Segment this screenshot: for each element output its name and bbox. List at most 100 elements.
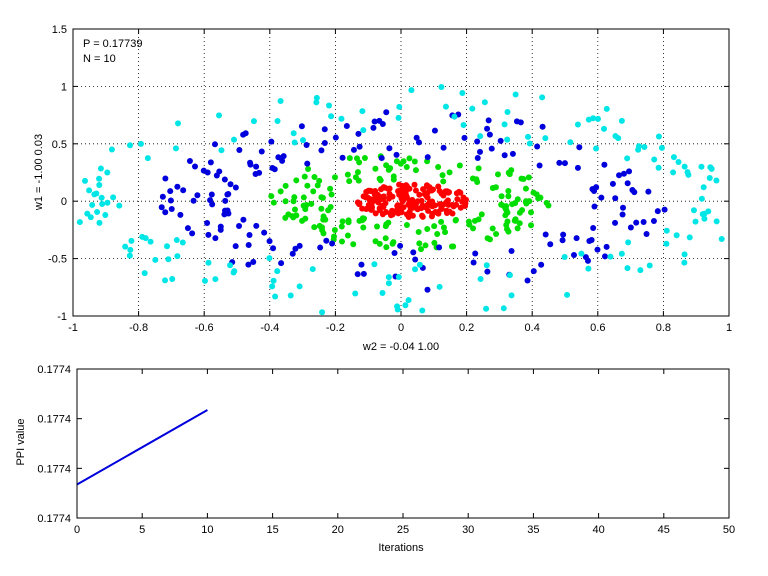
- scatter-point: [222, 197, 229, 204]
- x-tick-label: 20: [332, 524, 344, 536]
- scatter-point: [301, 173, 308, 180]
- scatter-point: [681, 259, 688, 266]
- scatter-point: [483, 262, 490, 269]
- scatter-point: [350, 241, 357, 248]
- scatter-point: [450, 243, 457, 250]
- scatter-point: [536, 162, 543, 169]
- x-tick-label: 45: [658, 524, 670, 536]
- scatter-point: [345, 219, 352, 226]
- scatter-point: [299, 217, 306, 224]
- scatter-point: [164, 243, 171, 250]
- scatter-point: [339, 218, 346, 225]
- scatter-point: [162, 175, 169, 182]
- scatter-point: [415, 139, 422, 146]
- scatter-series-2: [158, 109, 668, 293]
- scatter-point: [205, 259, 212, 266]
- scatter-point: [436, 283, 443, 290]
- scatter-point: [626, 168, 633, 175]
- scatter-point: [619, 211, 626, 218]
- scatter-point: [287, 292, 294, 299]
- scatter-point: [559, 237, 566, 244]
- scatter-series-3: [76, 84, 725, 316]
- scatter-point: [655, 164, 662, 171]
- scatter-point: [96, 219, 103, 226]
- scatter-point: [405, 297, 412, 304]
- scatter-point: [498, 193, 505, 200]
- scatter-point: [379, 211, 386, 218]
- scatter-point: [650, 218, 657, 225]
- scatter-point: [483, 305, 490, 312]
- scatter-point: [250, 258, 257, 265]
- scatter-point: [393, 208, 400, 215]
- scatter-point: [578, 250, 585, 257]
- scatter-point: [556, 159, 563, 166]
- scatter-point: [718, 235, 725, 242]
- scatter-point: [414, 205, 421, 212]
- scatter-point: [440, 144, 447, 151]
- scatter-point: [247, 159, 254, 166]
- scatter-point: [505, 228, 512, 235]
- scatter-point: [280, 153, 287, 160]
- scatter-point: [440, 178, 447, 185]
- scatter-point: [269, 164, 276, 171]
- scatter-point: [328, 191, 335, 198]
- x-tick-label: -0.2: [326, 322, 345, 334]
- scatter-point: [346, 155, 353, 162]
- scatter-point: [451, 113, 458, 120]
- scatter-point: [539, 123, 546, 130]
- scatter-point: [516, 209, 523, 216]
- scatter-point: [96, 175, 103, 182]
- y-tick-label: 1: [61, 81, 67, 93]
- scatter-point: [179, 239, 186, 246]
- scatter-point: [252, 170, 259, 177]
- scatter-point: [455, 188, 462, 195]
- scatter-point: [598, 194, 605, 201]
- scatter-point: [162, 209, 169, 216]
- scatter-point: [627, 224, 634, 231]
- scatter-point: [142, 235, 149, 242]
- scatter-point: [475, 216, 482, 223]
- scatter-point: [217, 226, 224, 233]
- y-tick-label: 0: [61, 196, 67, 208]
- scatter-point: [372, 165, 379, 172]
- scatter-series-0: [354, 181, 470, 221]
- scatter-point: [354, 271, 361, 278]
- scatter-point: [326, 102, 333, 109]
- scatter-point: [415, 228, 422, 235]
- y-tick-label: -0.5: [48, 254, 67, 266]
- ppi-x-ticks: 0 5 10 15 20 25 30 35 40 45 50: [74, 369, 735, 536]
- scatter-point: [346, 178, 353, 185]
- scatter-point: [484, 268, 491, 275]
- scatter-point: [303, 141, 310, 148]
- scatter-point: [167, 197, 174, 204]
- scatter-point: [371, 197, 378, 204]
- scatter-point: [318, 194, 325, 201]
- scatter-point: [397, 242, 404, 249]
- scatter-point: [126, 142, 133, 149]
- scatter-point: [573, 235, 580, 242]
- scatter-point: [576, 144, 583, 151]
- scatter-point: [292, 245, 299, 252]
- scatter-point: [574, 164, 581, 171]
- scatter-point: [395, 114, 402, 121]
- scatter-point: [390, 173, 397, 180]
- scatter-point: [313, 99, 320, 106]
- scatter-point: [361, 155, 368, 162]
- scatter-point: [162, 277, 169, 284]
- scatter-point: [318, 147, 325, 154]
- scatter-point: [654, 208, 661, 215]
- scatter-point: [325, 207, 332, 214]
- scatter-point: [376, 117, 383, 124]
- scatter-point: [355, 130, 362, 137]
- scatter-point: [277, 188, 284, 195]
- scatter-point: [383, 244, 390, 251]
- scatter-point: [365, 187, 372, 194]
- y-tick-label: 0.5: [52, 139, 67, 151]
- scatter-point: [104, 169, 111, 176]
- scatter-point: [383, 221, 390, 228]
- scatter-point: [104, 199, 111, 206]
- scatter-point: [221, 176, 228, 183]
- scatter-point: [485, 117, 492, 124]
- scatter-point: [147, 238, 154, 245]
- p-value-annotation: P = 0.17739: [83, 38, 142, 50]
